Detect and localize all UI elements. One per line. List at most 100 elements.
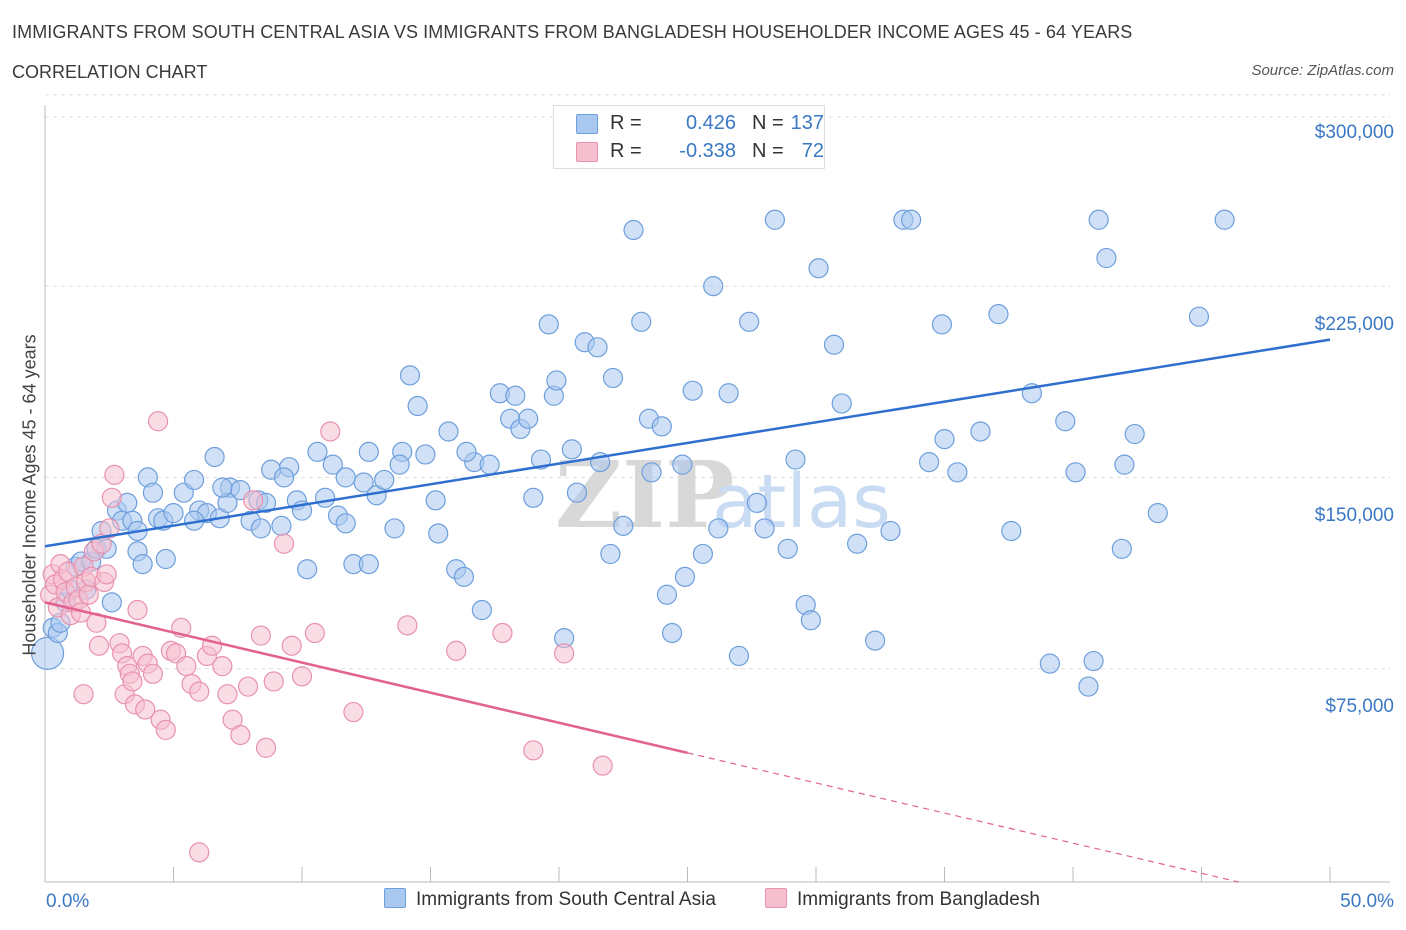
data-point-south-central-asia [656, 584, 678, 605]
data-point-south-central-asia [1083, 650, 1104, 672]
bottom-legend-bangladesh: Immigrants from Bangladesh [765, 888, 1040, 911]
data-point-south-central-asia [880, 520, 901, 542]
data-point-south-central-asia [1039, 653, 1060, 674]
data-point-south-central-asia [1111, 538, 1132, 559]
axes [44, 105, 1390, 883]
legend-r-value: 0.426 [685, 112, 736, 134]
data-point-bangladesh [291, 666, 313, 687]
legend-swatch-pink [765, 888, 787, 908]
data-point-south-central-asia [600, 543, 621, 565]
data-point-bangladesh [99, 518, 120, 539]
legend-n-label: N = [752, 140, 784, 162]
data-point-bangladesh [523, 740, 544, 761]
data-point-south-central-asia [739, 311, 760, 332]
trend-lines [44, 338, 1331, 883]
data-point-south-central-asia [30, 636, 65, 670]
data-point-south-central-asia [479, 454, 500, 475]
legend-n-value: 72 [801, 140, 824, 162]
data-point-south-central-asia [101, 592, 122, 613]
data-point-south-central-asia [389, 454, 410, 475]
legend-n-value: 137 [790, 112, 824, 134]
legend-swatch-blue [384, 888, 406, 908]
legend-r-value: -0.338 [679, 140, 736, 162]
legend-series-name: Immigrants from South Central Asia [416, 889, 716, 910]
data-point-bangladesh [73, 684, 94, 705]
legend-r-label: R = [610, 112, 642, 134]
data-point-south-central-asia [808, 258, 829, 279]
source-credit: Source: ZipAtlas.com [1251, 62, 1394, 79]
data-point-bangladesh [230, 724, 251, 746]
data-point-south-central-asia [988, 304, 1009, 325]
y-tick-label: $225,000 [1314, 314, 1394, 335]
data-point-south-central-asia [505, 385, 526, 406]
data-point-south-central-asia [754, 518, 775, 539]
data-point-bangladesh [237, 676, 259, 697]
y-tick-label: $75,000 [1325, 696, 1394, 717]
data-point-south-central-asia [273, 467, 295, 488]
trend-line-bangladesh [44, 601, 688, 755]
data-point-south-central-asia [530, 449, 552, 470]
data-point-bangladesh [142, 663, 164, 684]
data-point-bangladesh [135, 699, 156, 720]
data-point-bangladesh [554, 643, 575, 664]
data-point-bangladesh [147, 411, 169, 432]
data-point-south-central-asia [1124, 423, 1145, 445]
data-point-bangladesh [397, 615, 418, 636]
y-axis-label: Householder Income Ages 45 - 64 years [19, 334, 40, 656]
data-point-south-central-asia [692, 543, 714, 565]
data-point-bangladesh [243, 490, 264, 511]
data-point-south-central-asia [746, 492, 767, 514]
data-point-south-central-asia [900, 209, 922, 230]
data-point-bangladesh [96, 564, 117, 585]
data-point-south-central-asia [947, 462, 968, 483]
data-point-bangladesh [88, 635, 110, 656]
x-tick-label-min: 0.0% [46, 891, 90, 912]
watermark-atlas: atlas [712, 459, 891, 545]
data-point-south-central-asia [425, 490, 446, 511]
data-point-south-central-asia [970, 421, 991, 442]
data-point-south-central-asia [1088, 209, 1109, 230]
data-point-south-central-asia [602, 367, 624, 389]
data-point-south-central-asia [1001, 520, 1022, 542]
bottom-legend-south-central-asia: Immigrants from South Central Asia [384, 888, 716, 911]
data-point-south-central-asia [1214, 209, 1235, 230]
data-point-bangladesh [281, 635, 302, 656]
data-point-south-central-asia [374, 469, 395, 491]
data-point-south-central-asia [1055, 411, 1076, 432]
data-point-south-central-asia [297, 559, 318, 580]
data-point-bangladesh [189, 842, 210, 863]
data-point-south-central-asia [718, 383, 739, 404]
data-point-south-central-asia [1065, 462, 1086, 483]
data-point-south-central-asia [661, 622, 683, 644]
legend-r-label: R = [610, 140, 642, 162]
data-point-south-central-asia [212, 477, 233, 498]
data-point-south-central-asia [142, 482, 164, 503]
data-point-south-central-asia [728, 645, 750, 667]
data-point-south-central-asia [155, 548, 176, 570]
data-point-south-central-asia [785, 449, 806, 470]
data-point-bangladesh [212, 656, 233, 677]
legend-swatch-blue [576, 114, 598, 134]
legend-n-label: N = [752, 112, 784, 134]
data-point-south-central-asia [682, 380, 703, 401]
data-point-south-central-asia [918, 451, 940, 473]
data-point-south-central-asia [538, 314, 559, 335]
data-point-south-central-asia [1096, 247, 1117, 269]
data-point-south-central-asia [358, 441, 379, 462]
chart-subtitle: CORRELATION CHART [12, 62, 208, 82]
legend-swatch-pink [576, 142, 598, 162]
grid-lines [45, 94, 1390, 670]
data-point-bangladesh [273, 533, 295, 554]
data-point-south-central-asia [399, 365, 421, 386]
data-point-south-central-asia [708, 518, 729, 539]
data-point-bangladesh [217, 684, 238, 705]
data-point-bangladesh [320, 421, 341, 442]
data-point-bangladesh [78, 584, 99, 605]
legend-series-name: Immigrants from Bangladesh [797, 889, 1040, 910]
data-point-south-central-asia [415, 444, 436, 465]
data-point-south-central-asia [623, 219, 644, 241]
data-point-south-central-asia [132, 554, 153, 575]
data-point-south-central-asia [456, 441, 477, 462]
data-point-south-central-asia [183, 469, 205, 491]
